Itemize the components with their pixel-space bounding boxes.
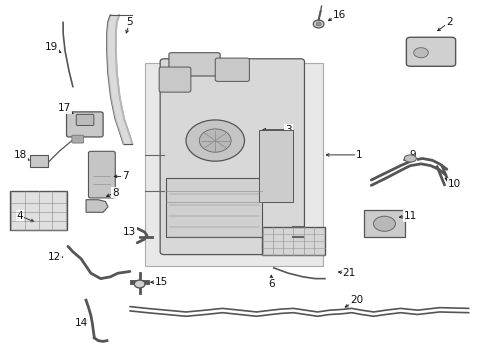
FancyBboxPatch shape <box>160 59 304 255</box>
Ellipse shape <box>404 155 415 162</box>
Ellipse shape <box>134 280 145 288</box>
Ellipse shape <box>413 48 427 58</box>
Text: 6: 6 <box>267 279 274 289</box>
Bar <box>144 63 322 266</box>
Ellipse shape <box>199 129 231 152</box>
Text: 15: 15 <box>155 277 168 287</box>
Text: 8: 8 <box>112 188 119 198</box>
Bar <box>30 155 48 167</box>
Text: 12: 12 <box>48 252 61 262</box>
Text: 2: 2 <box>445 17 452 27</box>
Bar <box>261 226 325 255</box>
Text: 11: 11 <box>403 211 416 221</box>
Bar <box>259 130 293 202</box>
Text: 5: 5 <box>126 17 133 27</box>
FancyBboxPatch shape <box>76 114 94 126</box>
Text: 9: 9 <box>408 150 415 160</box>
FancyBboxPatch shape <box>88 151 115 198</box>
Text: 17: 17 <box>58 103 71 113</box>
Text: 16: 16 <box>332 10 346 20</box>
Text: 10: 10 <box>447 179 460 189</box>
Text: 21: 21 <box>342 268 355 278</box>
FancyBboxPatch shape <box>406 37 455 66</box>
Ellipse shape <box>185 120 244 161</box>
Polygon shape <box>86 200 108 212</box>
Text: 7: 7 <box>122 171 128 181</box>
Text: 3: 3 <box>285 125 291 135</box>
Text: 1: 1 <box>355 150 362 160</box>
Ellipse shape <box>313 20 324 28</box>
Bar <box>10 191 66 230</box>
FancyBboxPatch shape <box>215 58 249 81</box>
FancyBboxPatch shape <box>159 67 190 92</box>
Ellipse shape <box>316 22 321 26</box>
Text: 20: 20 <box>349 295 363 305</box>
Text: 13: 13 <box>123 227 136 237</box>
Text: 18: 18 <box>14 150 27 160</box>
FancyBboxPatch shape <box>66 112 103 137</box>
Bar <box>363 211 405 237</box>
Ellipse shape <box>373 216 395 231</box>
Text: 4: 4 <box>17 211 23 221</box>
Bar <box>166 178 261 237</box>
FancyBboxPatch shape <box>168 53 220 76</box>
FancyBboxPatch shape <box>72 135 83 143</box>
Text: 19: 19 <box>45 42 59 52</box>
Text: 14: 14 <box>74 319 87 328</box>
